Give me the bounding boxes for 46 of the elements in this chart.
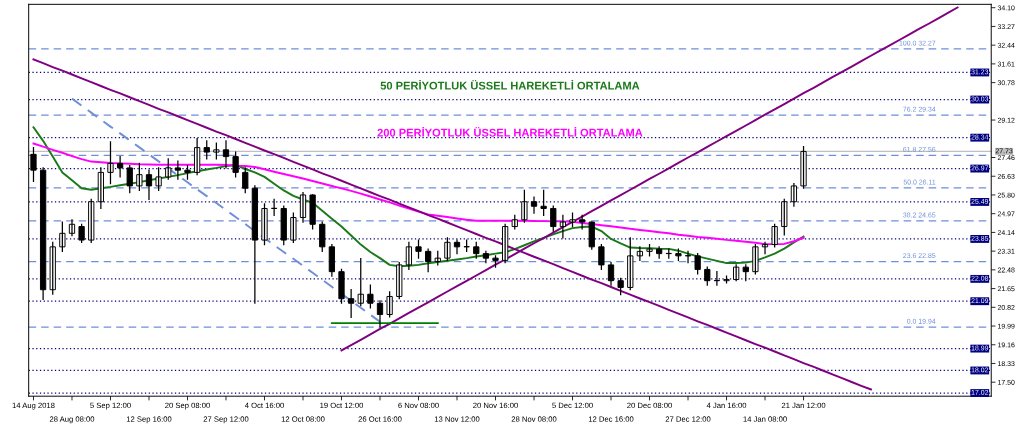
candlestick (357, 257, 364, 307)
candlestick (107, 141, 114, 185)
candlestick (627, 237, 634, 291)
candlestick (126, 165, 133, 194)
candlestick (78, 223, 85, 243)
candlestick (367, 284, 374, 309)
candlestick (444, 237, 451, 262)
candlestick (232, 151, 239, 178)
candlestick (309, 194, 316, 230)
candlestick (203, 140, 210, 160)
candlestick (49, 241, 56, 295)
candlestick (550, 205, 557, 232)
candlestick (781, 198, 788, 236)
line-series (32, 142, 805, 246)
candlestick (588, 221, 595, 250)
text: 50 PERİYOTLUK ÜSSEL HAREKETLİ ORTALAMA (380, 80, 640, 90)
candlestick (165, 158, 172, 180)
candlestick (540, 189, 547, 216)
candlestick (684, 250, 692, 264)
candlestick (800, 146, 807, 189)
candlestick (213, 142, 220, 160)
candlestick (290, 212, 297, 243)
candlestick (338, 268, 345, 304)
line-series (32, 126, 805, 268)
text: 200 PERİYOTLUK ÜSSEL HAREKETLİ ORTALAMA (377, 127, 643, 137)
candlestick (261, 203, 268, 246)
candlestick (319, 221, 326, 252)
candlestick (492, 255, 499, 268)
candlestick (598, 243, 605, 271)
candlestick (771, 223, 778, 248)
candlestick (675, 248, 682, 262)
candlestick (136, 162, 143, 192)
candlestick (646, 243, 653, 257)
candlestick (752, 243, 759, 275)
candlestick (242, 167, 249, 194)
candlestick (280, 205, 287, 246)
candlestick (59, 221, 66, 252)
candlestick (694, 252, 701, 275)
candlestick (704, 266, 711, 286)
candlestick (396, 262, 403, 300)
candlestick (723, 275, 730, 284)
candlestick (88, 198, 95, 243)
candlestick (521, 189, 528, 223)
candlestick (386, 291, 393, 318)
candlestick (415, 239, 422, 259)
candlestick (155, 167, 162, 192)
